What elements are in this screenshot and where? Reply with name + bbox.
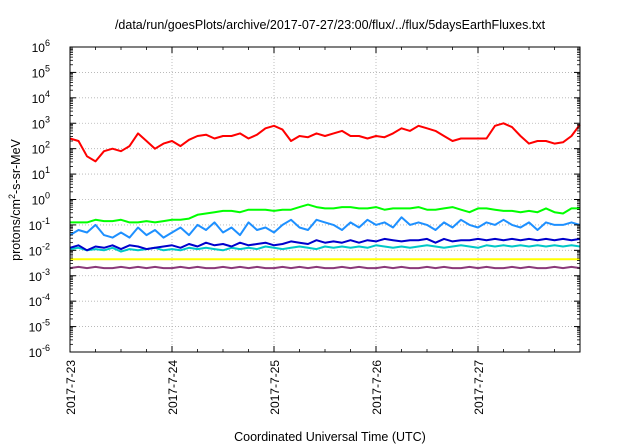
y-tick-exponent: 6 xyxy=(45,38,50,48)
y-tick-label: 103 xyxy=(32,114,50,131)
y-tick-exponent: -3 xyxy=(42,267,50,277)
y-tick-label: 10-6 xyxy=(29,343,50,360)
series-line-1 xyxy=(70,203,580,224)
x-tick-label: 2017-7-23 xyxy=(64,360,78,415)
y-tick-label-base: 10 xyxy=(29,270,43,284)
y-tick-label: 10-3 xyxy=(29,267,50,284)
y-axis-label-pre: protons/cm xyxy=(9,199,23,261)
y-tick-exponent: 0 xyxy=(45,191,50,201)
y-tick-label-base: 10 xyxy=(32,66,46,80)
y-tick-label-base: 10 xyxy=(29,321,43,335)
x-tick-label: 2017-7-24 xyxy=(166,360,180,415)
x-tick-label: 2017-7-25 xyxy=(268,360,282,415)
series-line-2 xyxy=(69,216,581,239)
y-tick-label-base: 10 xyxy=(29,244,43,258)
y-tick-label-base: 10 xyxy=(32,143,46,157)
series-line-3 xyxy=(69,237,581,252)
series-line-6 xyxy=(69,265,581,270)
y-tick-exponent: -2 xyxy=(42,241,50,251)
y-tick-label: 102 xyxy=(32,140,50,157)
y-tick-label-base: 10 xyxy=(29,295,43,309)
y-tick-exponent: 4 xyxy=(45,89,50,99)
y-tick-exponent: -1 xyxy=(42,216,50,226)
y-tick-label-base: 10 xyxy=(32,92,46,106)
y-tick-label: 100 xyxy=(32,191,50,208)
y-tick-label-base: 10 xyxy=(32,168,46,182)
y-tick-exponent: 1 xyxy=(45,165,50,175)
x-axis-label: Coordinated Universal Time (UTC) xyxy=(234,430,426,444)
y-tick-label: 10-5 xyxy=(29,318,50,335)
y-tick-label: 101 xyxy=(32,165,50,182)
y-tick-exponent: -5 xyxy=(42,318,50,328)
y-axis-label: protons/cm2-s-sr-MeV xyxy=(7,138,23,260)
y-tick-exponent: 3 xyxy=(45,114,50,124)
x-tick-label: 2017-7-26 xyxy=(370,360,384,415)
ticks: 10-610-510-410-310-210-11001011021031041… xyxy=(29,38,581,415)
y-tick-label-base: 10 xyxy=(32,194,46,208)
y-tick-label-base: 10 xyxy=(32,41,46,55)
y-tick-exponent: 5 xyxy=(45,63,50,73)
x-tick-label: 2017-7-27 xyxy=(472,360,486,415)
y-tick-exponent: 2 xyxy=(45,140,50,150)
series-layer xyxy=(69,122,581,270)
y-axis-label-sup: 2 xyxy=(7,194,17,199)
y-tick-label: 10-4 xyxy=(29,292,50,309)
y-tick-exponent: -6 xyxy=(42,343,50,353)
y-tick-label: 10-2 xyxy=(29,241,50,258)
grid xyxy=(70,47,580,352)
y-tick-label: 10-1 xyxy=(29,216,50,233)
series-line-0 xyxy=(69,122,581,163)
y-tick-label: 106 xyxy=(32,38,50,55)
chart-title: /data/run/goesPlots/archive/2017-07-27/2… xyxy=(115,18,546,32)
y-axis-label-post: -s-sr-MeV xyxy=(9,138,23,194)
y-tick-label: 104 xyxy=(32,89,50,106)
y-tick-label-base: 10 xyxy=(29,346,43,360)
y-tick-label: 105 xyxy=(32,63,50,80)
y-tick-label-base: 10 xyxy=(32,117,46,131)
y-tick-label-base: 10 xyxy=(29,219,43,233)
y-tick-exponent: -4 xyxy=(42,292,50,302)
